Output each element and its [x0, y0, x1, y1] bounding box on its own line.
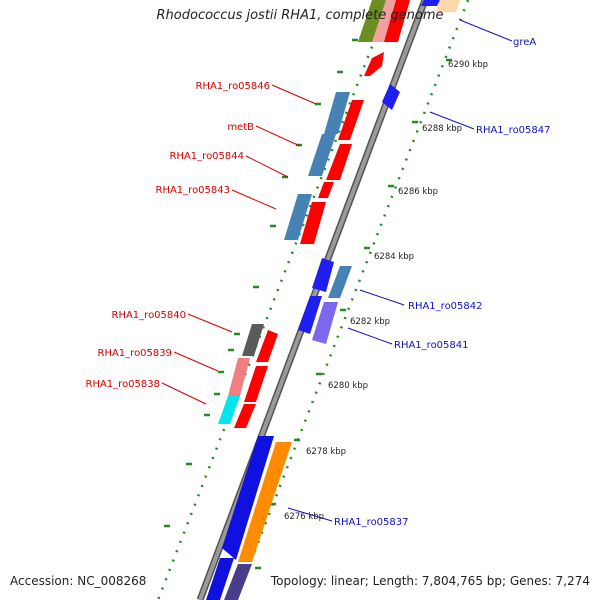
- gene-feature[interactable]: [436, 0, 460, 12]
- gene-feature[interactable]: [218, 396, 240, 424]
- gene-label[interactable]: RHA1_ro05841: [394, 340, 469, 351]
- leader-line: [255, 125, 301, 147]
- gene-feature[interactable]: [324, 92, 350, 134]
- gene-feature[interactable]: [382, 84, 400, 110]
- gene-label[interactable]: RHA1_ro05840: [112, 310, 187, 321]
- gene-feature[interactable]: [234, 404, 256, 428]
- right-gene-labels: greA RHA1_ro05847 RHA1_ro05842 RHA1_ro05…: [334, 37, 551, 528]
- leader-line: [187, 313, 233, 333]
- gene-label[interactable]: RHA1_ro05844: [170, 151, 245, 162]
- scale-label: 6280 kbp: [328, 381, 368, 391]
- gene-label[interactable]: RHA1_ro05847: [476, 125, 551, 136]
- gene-feature[interactable]: [421, 0, 440, 6]
- gene-features: [206, 0, 460, 600]
- gene-label[interactable]: RHA1_ro05842: [408, 301, 483, 312]
- scale-label: 6290 kbp: [448, 60, 488, 70]
- tick-track-right: [234, 0, 470, 600]
- gene-feature[interactable]: [298, 296, 322, 334]
- gene-feature[interactable]: [308, 134, 336, 176]
- scale-label: 6278 kbp: [306, 447, 346, 457]
- gene-feature[interactable]: [256, 330, 278, 362]
- leader-line: [287, 507, 333, 522]
- gene-label[interactable]: RHA1_ro05839: [98, 348, 173, 359]
- gene-label[interactable]: RHA1_ro05838: [86, 379, 161, 390]
- gene-feature[interactable]: [326, 144, 352, 180]
- leader-line: [173, 351, 219, 372]
- gene-feature[interactable]: [358, 0, 388, 42]
- accession-text: Accession: NC_008268: [10, 574, 147, 588]
- gene-feature[interactable]: [238, 442, 292, 562]
- scale-label: 6284 kbp: [374, 252, 414, 262]
- gene-feature[interactable]: [312, 258, 334, 292]
- gene-feature[interactable]: [338, 100, 364, 140]
- gene-feature[interactable]: [206, 558, 234, 600]
- gene-feature[interactable]: [242, 324, 264, 356]
- left-gene-labels: RHA1_ro05846 metB RHA1_ro05844 RHA1_ro05…: [86, 81, 271, 390]
- label-leaders: [161, 19, 513, 522]
- gene-label[interactable]: RHA1_ro05837: [334, 517, 409, 528]
- leader-line: [347, 327, 393, 345]
- leader-line: [429, 111, 475, 130]
- gene-label[interactable]: RHA1_ro05846: [196, 81, 271, 92]
- scale-label: 6286 kbp: [398, 187, 438, 197]
- leader-line: [271, 84, 317, 105]
- tick-track-left: [156, 0, 392, 600]
- gene-feature[interactable]: [364, 52, 384, 76]
- leader-line: [459, 19, 513, 42]
- gene-feature[interactable]: [224, 564, 252, 600]
- leader-line: [245, 155, 289, 178]
- gene-label[interactable]: RHA1_ro05843: [156, 185, 231, 196]
- gene-feature[interactable]: [318, 182, 334, 198]
- gene-label[interactable]: metB: [227, 122, 254, 133]
- scale-label: 6276 kbp: [284, 512, 324, 522]
- genome-title: Rhodococcus jostii RHA1, complete genome: [156, 8, 444, 23]
- gene-feature[interactable]: [312, 302, 338, 344]
- tick-marks: [164, 38, 452, 570]
- scale-label: 6282 kbp: [350, 317, 390, 327]
- leader-line: [161, 382, 207, 405]
- gene-feature[interactable]: [244, 366, 268, 402]
- gene-feature[interactable]: [300, 202, 326, 244]
- gene-feature[interactable]: [328, 266, 352, 298]
- gene-feature[interactable]: [284, 194, 312, 240]
- gene-feature[interactable]: [384, 0, 410, 42]
- leader-line: [231, 189, 277, 210]
- gene-feature[interactable]: [222, 436, 274, 560]
- leader-line: [359, 289, 405, 306]
- tick-tracks: [156, 0, 470, 600]
- scale-labels: 6290 kbp 6288 kbp 6286 kbp 6284 kbp 6282…: [284, 60, 488, 522]
- genome-summary-text: Topology: linear; Length: 7,804,765 bp; …: [270, 574, 590, 588]
- gene-feature[interactable]: [228, 358, 250, 396]
- scale-label: 6288 kbp: [422, 124, 462, 134]
- gene-label[interactable]: greA: [513, 37, 536, 48]
